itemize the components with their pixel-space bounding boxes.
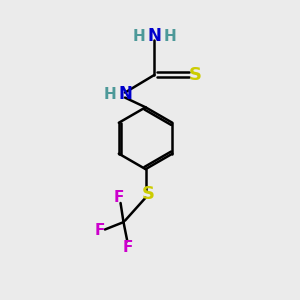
Text: S: S [142, 185, 155, 203]
Text: F: F [123, 240, 133, 255]
Text: N: N [148, 27, 161, 45]
Text: F: F [95, 224, 105, 238]
Text: H: H [164, 28, 176, 44]
Text: N: N [118, 85, 132, 103]
Text: H: H [133, 28, 146, 44]
Text: S: S [188, 66, 201, 84]
Text: H: H [103, 87, 116, 102]
Text: F: F [114, 190, 124, 205]
